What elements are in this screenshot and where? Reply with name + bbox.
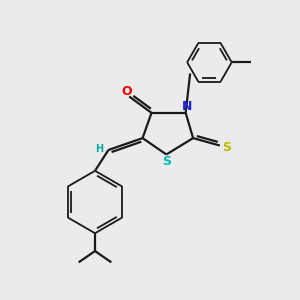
- Text: O: O: [121, 85, 131, 98]
- Text: H: H: [95, 143, 103, 154]
- Text: S: S: [162, 155, 171, 168]
- Text: S: S: [222, 140, 231, 154]
- Text: N: N: [182, 100, 192, 113]
